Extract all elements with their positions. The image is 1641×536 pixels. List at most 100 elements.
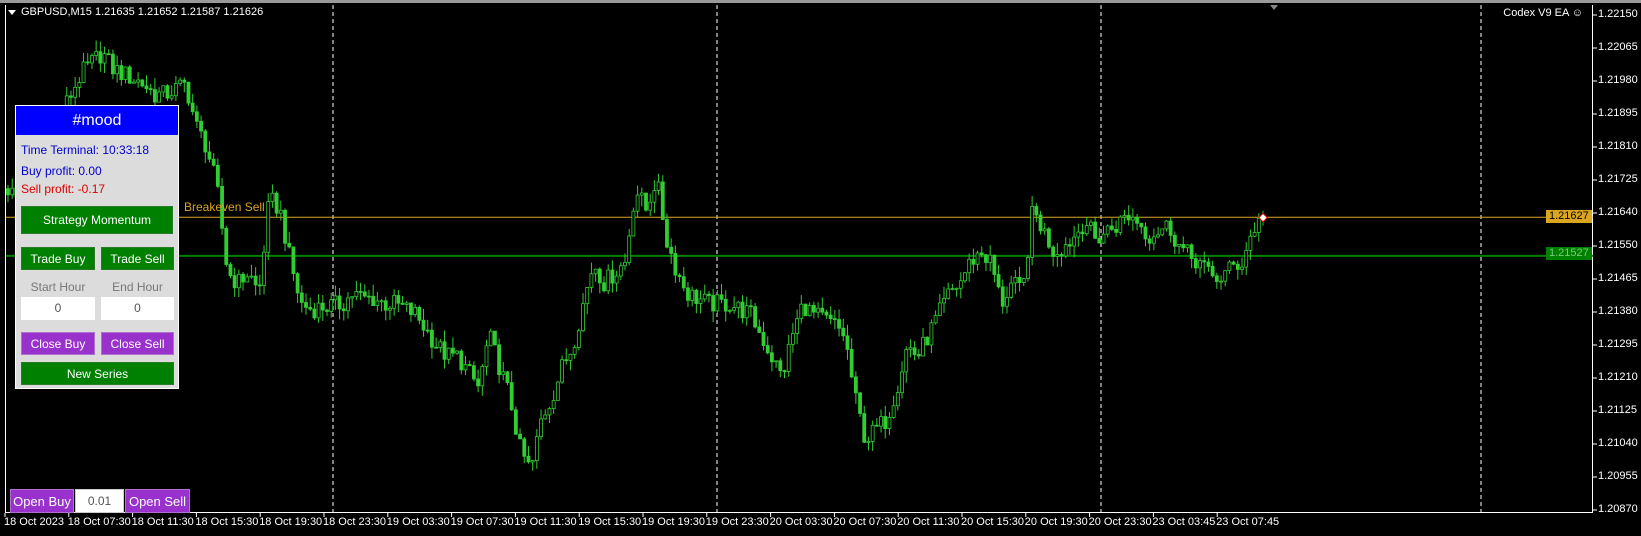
- candle: [484, 345, 489, 367]
- trade-sell-button[interactable]: Trade Sell: [101, 247, 174, 270]
- candle: [1084, 225, 1089, 235]
- candle: [492, 330, 497, 346]
- candle: [1030, 206, 1035, 258]
- candle: [413, 306, 418, 315]
- price-tick-label: 1.21810: [1598, 140, 1638, 152]
- candle: [908, 347, 913, 350]
- candle: [157, 91, 162, 103]
- candle: [312, 308, 317, 319]
- time-tick-label: 23 Oct 07:45: [1216, 516, 1280, 528]
- candle: [77, 82, 82, 88]
- candle: [274, 192, 279, 214]
- candle: [971, 258, 976, 265]
- close-buy-button[interactable]: Close Buy: [21, 332, 95, 355]
- candle: [1172, 234, 1177, 247]
- candle: [123, 66, 128, 80]
- candle: [367, 295, 371, 298]
- candle: [694, 289, 699, 304]
- candle: [417, 306, 422, 321]
- candle: [669, 246, 674, 254]
- price-tick-label: 1.21980: [1598, 74, 1638, 86]
- time-tick-label: 20 Oct 11:30: [897, 516, 960, 528]
- shift-marker-icon: [1270, 5, 1278, 10]
- candle: [555, 381, 560, 401]
- candle: [1080, 231, 1085, 235]
- price-tick-label: 1.21550: [1598, 239, 1638, 251]
- open-buy-button[interactable]: Open Buy: [10, 489, 74, 513]
- candle: [241, 273, 245, 283]
- price-tick-label: 1.22150: [1598, 8, 1638, 20]
- candle: [1042, 228, 1047, 232]
- candle: [173, 83, 178, 97]
- candle: [925, 336, 930, 346]
- candle: [182, 79, 187, 83]
- start-hour-input[interactable]: 0: [21, 297, 95, 320]
- time-tick-label: 18 Oct 07:30: [67, 516, 131, 528]
- candle: [392, 295, 397, 309]
- candle: [425, 329, 430, 332]
- candle: [1017, 277, 1022, 283]
- candle: [539, 418, 543, 438]
- candle: [178, 79, 182, 84]
- candle: [354, 291, 359, 298]
- time-tick-label: 20 Oct 07:30: [833, 516, 897, 528]
- new-series-button[interactable]: New Series: [21, 362, 174, 385]
- breakeven-sell-label: Breakeven Sell: [184, 200, 265, 214]
- close-sell-button[interactable]: Close Sell: [101, 332, 174, 355]
- start-hour-label: Start Hour: [30, 280, 86, 294]
- candle: [1034, 206, 1039, 216]
- candle: [1130, 216, 1135, 221]
- trade-buy-button[interactable]: Trade Buy: [21, 247, 95, 270]
- strategy-momentum-button[interactable]: Strategy Momentum: [21, 206, 173, 234]
- candle: [849, 348, 854, 378]
- candle: [375, 300, 380, 307]
- candle: [1059, 254, 1064, 257]
- candle: [102, 53, 107, 64]
- candle: [1139, 222, 1144, 228]
- candle: [320, 302, 325, 311]
- lot-size-input[interactable]: 0.01: [75, 489, 124, 513]
- panel-title: #mood: [16, 106, 178, 135]
- open-sell-button[interactable]: Open Sell: [125, 489, 190, 513]
- end-hour-input[interactable]: 0: [101, 297, 174, 320]
- price-tick-label: 1.21295: [1598, 338, 1638, 350]
- candle: [757, 326, 762, 333]
- candle: [136, 79, 141, 83]
- candle: [627, 235, 632, 263]
- time-tick-label: 19 Oct 07:30: [450, 516, 514, 528]
- candle: [761, 331, 766, 346]
- candle: [304, 302, 308, 308]
- candle: [551, 399, 556, 410]
- chart-plot-area[interactable]: [5, 5, 1593, 513]
- candle: [740, 301, 745, 319]
- candle: [870, 424, 875, 442]
- candle: [576, 330, 581, 348]
- candle: [606, 269, 611, 292]
- candle: [115, 65, 120, 75]
- candle: [144, 85, 149, 90]
- mood-panel: #mood Time Terminal: 10:33:18 Buy profit…: [15, 105, 179, 389]
- candle: [631, 210, 636, 237]
- time-tick-label: 18 Oct 11:30: [131, 516, 194, 528]
- candle: [165, 85, 170, 99]
- candle: [652, 190, 657, 203]
- candle: [476, 378, 481, 387]
- candle: [10, 187, 15, 196]
- dropdown-triangle-icon[interactable]: [8, 9, 16, 15]
- candle: [270, 192, 275, 203]
- time-tick-label: 19 Oct 23:30: [705, 516, 769, 528]
- candle: [1122, 215, 1127, 218]
- time-tick-label: 20 Oct 19:30: [1024, 516, 1088, 528]
- price-tick-label: 1.21380: [1598, 305, 1638, 317]
- candle: [1185, 244, 1190, 249]
- candle: [379, 300, 384, 303]
- candle: [1248, 235, 1253, 251]
- candle: [858, 392, 862, 414]
- candle: [686, 287, 690, 301]
- candle: [988, 254, 993, 263]
- candle: [211, 158, 216, 166]
- candle: [224, 227, 229, 265]
- candle: [169, 95, 174, 99]
- candle: [94, 51, 99, 57]
- candle: [933, 315, 938, 324]
